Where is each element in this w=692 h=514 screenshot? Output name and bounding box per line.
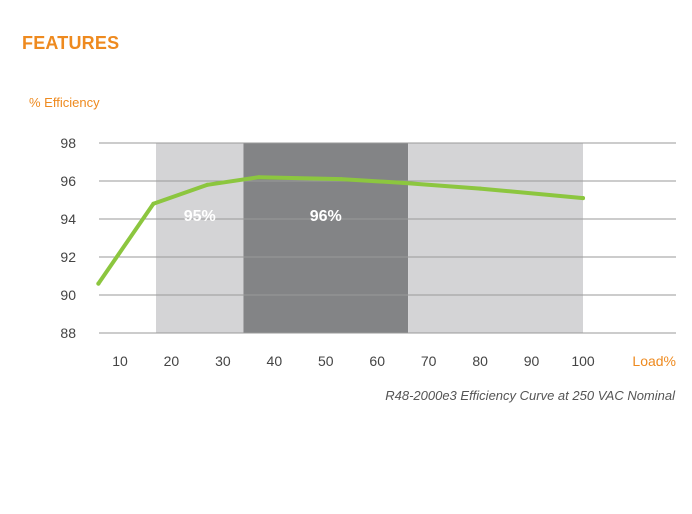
x-tick-label: 100	[571, 353, 595, 369]
x-tick-label: 20	[164, 353, 180, 369]
y-tick-label: 92	[60, 249, 76, 265]
efficiency-band-2	[408, 143, 583, 333]
efficiency-point	[581, 196, 585, 201]
x-tick-label: 40	[267, 353, 283, 369]
y-tick-label: 94	[60, 211, 76, 227]
efficiency-band-1	[243, 143, 409, 333]
efficiency-curve-line	[96, 175, 585, 286]
y-tick-label: 96	[60, 173, 76, 189]
efficiency-point	[151, 201, 156, 206]
band-label-0: 95%	[184, 208, 216, 225]
x-tick-label: 90	[524, 353, 540, 369]
efficiency-point	[478, 186, 483, 191]
x-tick-label: 10	[112, 353, 128, 369]
x-tick-label: 50	[318, 353, 334, 369]
efficiency-point	[400, 180, 405, 185]
grid-layer	[99, 142, 676, 334]
x-tick-label: 60	[369, 353, 385, 369]
y-tick-label: 88	[60, 325, 76, 341]
efficiency-point	[339, 177, 344, 182]
band-label-1: 96%	[310, 208, 342, 225]
band-layer	[156, 143, 583, 333]
x-tick-label: 30	[215, 353, 231, 369]
efficiency-band-0	[156, 143, 244, 333]
x-tick-label: 80	[472, 353, 488, 369]
efficiency-point	[205, 182, 210, 187]
section-heading: FEATURES	[22, 33, 120, 53]
series-layer	[96, 175, 585, 286]
efficiency-point	[96, 281, 101, 286]
x-tick-label: 70	[421, 353, 437, 369]
x-tick-layer: 10 20 30 40 50 60 70 80 90 100	[112, 353, 595, 369]
efficiency-point	[256, 175, 261, 180]
x-axis-label: Load%	[632, 353, 676, 369]
y-tick-layer: 88 90 92 94 96 98	[60, 135, 76, 341]
y-axis-label: % Efficiency	[29, 95, 100, 110]
y-tick-label: 98	[60, 135, 76, 151]
y-tick-label: 90	[60, 287, 76, 303]
chart-caption: R48-2000e3 Efficiency Curve at 250 VAC N…	[385, 388, 675, 403]
band-label-layer: 95% 96%	[184, 208, 342, 225]
